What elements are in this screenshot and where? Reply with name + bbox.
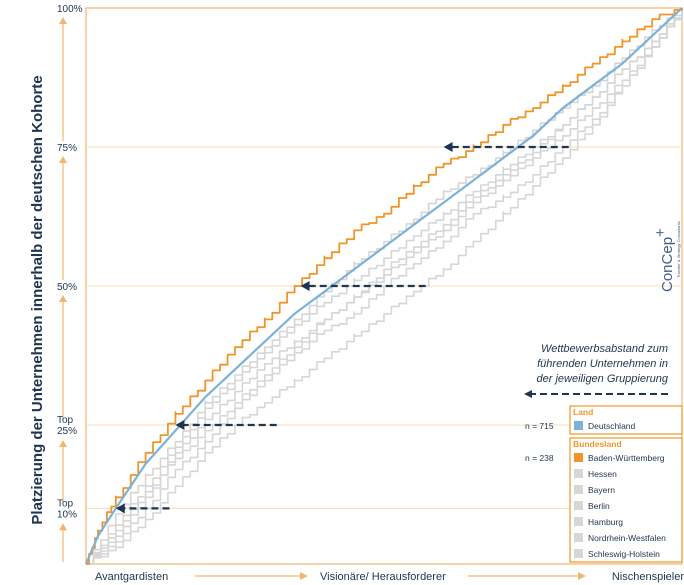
brand-tagline: Transfer & Strategy Consultants — [676, 221, 681, 278]
legend-label-baden-wuerttemberg: Baden-Württemberg — [588, 453, 665, 463]
competitive-gap-arrows — [115, 142, 569, 514]
y-tick-label-10-1: 10% — [57, 509, 77, 520]
x-label-visionaere: Visionäre/ Herausforderer — [320, 571, 446, 583]
legend-label-berlin: Berlin — [588, 501, 610, 511]
legend-n-bundesland: n = 238 — [525, 453, 554, 463]
y-axis-title: Platzierung der Unternehmen innerhalb de… — [29, 75, 46, 524]
y-tick-label-75-0: 75% — [57, 143, 77, 154]
brand-superscript: + — [652, 228, 669, 237]
annotation-line-2: führenden Unternehmen in — [537, 358, 668, 370]
legend-label-hessen: Hessen — [588, 469, 617, 479]
gap-arrow-head-50 — [300, 281, 310, 291]
annotation-line-1: Wettbewerbsabstand zum — [541, 343, 668, 355]
annotation-line-3: der jeweiligen Gruppierung — [537, 373, 669, 385]
series-line-nordrhein-westfalen — [86, 8, 683, 565]
legend-label-hamburg: Hamburg — [588, 517, 623, 527]
legend-label-bayern: Bayern — [588, 485, 615, 495]
legend: Land Deutschland n = 715 Bundesland n = … — [525, 405, 683, 563]
y-tick-label-100-0: 100% — [57, 4, 83, 15]
legend-swatch-hamburg — [574, 517, 583, 526]
gap-arrow-head-10 — [115, 503, 125, 514]
y-tick-label-10-0: Top — [57, 498, 74, 509]
y-arrow-head-50 — [59, 295, 67, 302]
series-line-deutschland — [84, 7, 683, 565]
series-line-berlin — [86, 8, 683, 565]
legend-swatch-deutschland — [574, 421, 583, 430]
legend-swatch-bayern — [574, 485, 583, 494]
y-arrow-head-25 — [59, 440, 67, 447]
legend-label-schleswig-holstein: Schleswig-Holstein — [588, 549, 660, 559]
y-arrow-head-10 — [59, 523, 67, 531]
y-tick-label-50-0: 50% — [57, 282, 77, 293]
legend-land-title: Land — [573, 407, 593, 417]
legend-swatch-berlin — [574, 501, 583, 510]
highlight-series — [84, 7, 683, 565]
series-line-schleswig-holstein — [86, 8, 683, 565]
legend-land-box — [569, 405, 683, 435]
legend-swatch-nordrhein-westfalen — [574, 533, 583, 542]
series-line-hessen — [86, 8, 683, 565]
legend-bundesland-box — [569, 437, 683, 563]
gap-arrow-head-75 — [443, 142, 453, 152]
x-label-nischenspieler: Nischenspieler — [612, 571, 684, 583]
x-axis: Avantgardisten Visionäre/ Herausforderer… — [95, 571, 684, 583]
y-arrow-head-75 — [59, 156, 67, 163]
brand-name: ConCep — [659, 237, 676, 292]
y-tick-label-25-0: Top — [57, 415, 74, 426]
legend-label-deutschland: Deutschland — [588, 421, 636, 431]
x-arrow-2-head — [578, 572, 586, 580]
y-arrow-head-100 — [59, 17, 67, 24]
legend-swatch-schleswig-holstein — [574, 549, 583, 558]
legend-n-land: n = 715 — [525, 421, 554, 431]
x-label-avantgardisten: Avantgardisten — [95, 571, 168, 583]
legend-bundesland-title: Bundesland — [573, 439, 622, 449]
y-tick-label-25-1: 25% — [57, 426, 77, 437]
legend-swatch-hessen — [574, 469, 583, 478]
gap-annotation: Wettbewerbsabstand zum führenden Unterne… — [524, 343, 669, 398]
bundesland-series — [86, 8, 683, 565]
x-arrow-1-head — [300, 572, 308, 580]
concep-logo: ConCep + Transfer & Strategy Consultants — [652, 221, 681, 292]
legend-label-nordrhein-westfalen: Nordrhein-Westfalen — [588, 533, 666, 543]
legend-swatch-baden-wuerttemberg — [574, 453, 583, 462]
y-axis-arrows — [59, 17, 67, 562]
series-line-baden-wuerttemberg — [86, 8, 683, 565]
gap-arrow-head-25 — [175, 420, 185, 430]
